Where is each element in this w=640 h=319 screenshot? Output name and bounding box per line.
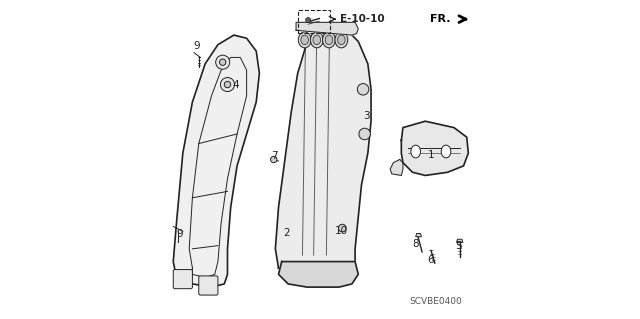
- Polygon shape: [401, 121, 468, 175]
- Ellipse shape: [337, 35, 345, 45]
- Text: 8: 8: [412, 239, 419, 249]
- Text: 10: 10: [335, 226, 348, 236]
- Circle shape: [306, 18, 311, 23]
- Circle shape: [357, 84, 369, 95]
- Circle shape: [359, 128, 371, 140]
- Text: 1: 1: [428, 150, 435, 160]
- Ellipse shape: [325, 35, 333, 45]
- Polygon shape: [416, 234, 422, 237]
- Ellipse shape: [310, 32, 323, 48]
- Ellipse shape: [441, 145, 451, 158]
- Circle shape: [224, 81, 230, 88]
- Ellipse shape: [298, 32, 311, 48]
- Circle shape: [216, 55, 230, 69]
- Text: 3: 3: [363, 111, 369, 122]
- Polygon shape: [296, 22, 358, 35]
- Text: 9: 9: [177, 229, 183, 240]
- Text: 6: 6: [428, 255, 435, 265]
- Ellipse shape: [411, 145, 420, 158]
- Circle shape: [339, 224, 346, 232]
- Polygon shape: [456, 239, 463, 242]
- FancyBboxPatch shape: [199, 276, 218, 295]
- Ellipse shape: [301, 35, 308, 45]
- Ellipse shape: [323, 32, 335, 48]
- Text: 9: 9: [194, 41, 200, 51]
- Text: 4: 4: [232, 79, 239, 90]
- Polygon shape: [278, 262, 358, 287]
- Circle shape: [220, 78, 234, 92]
- Text: 7: 7: [271, 151, 278, 161]
- Ellipse shape: [335, 32, 348, 48]
- Text: SCVBE0400: SCVBE0400: [409, 297, 462, 306]
- Circle shape: [220, 59, 226, 65]
- Ellipse shape: [313, 35, 321, 45]
- Polygon shape: [275, 22, 371, 281]
- Polygon shape: [390, 160, 403, 175]
- Text: E-10-10: E-10-10: [340, 14, 385, 24]
- Text: 5: 5: [456, 241, 462, 251]
- Text: FR.: FR.: [429, 14, 450, 24]
- Circle shape: [271, 156, 277, 163]
- FancyBboxPatch shape: [173, 270, 193, 289]
- Text: 2: 2: [283, 228, 290, 238]
- Polygon shape: [173, 35, 259, 287]
